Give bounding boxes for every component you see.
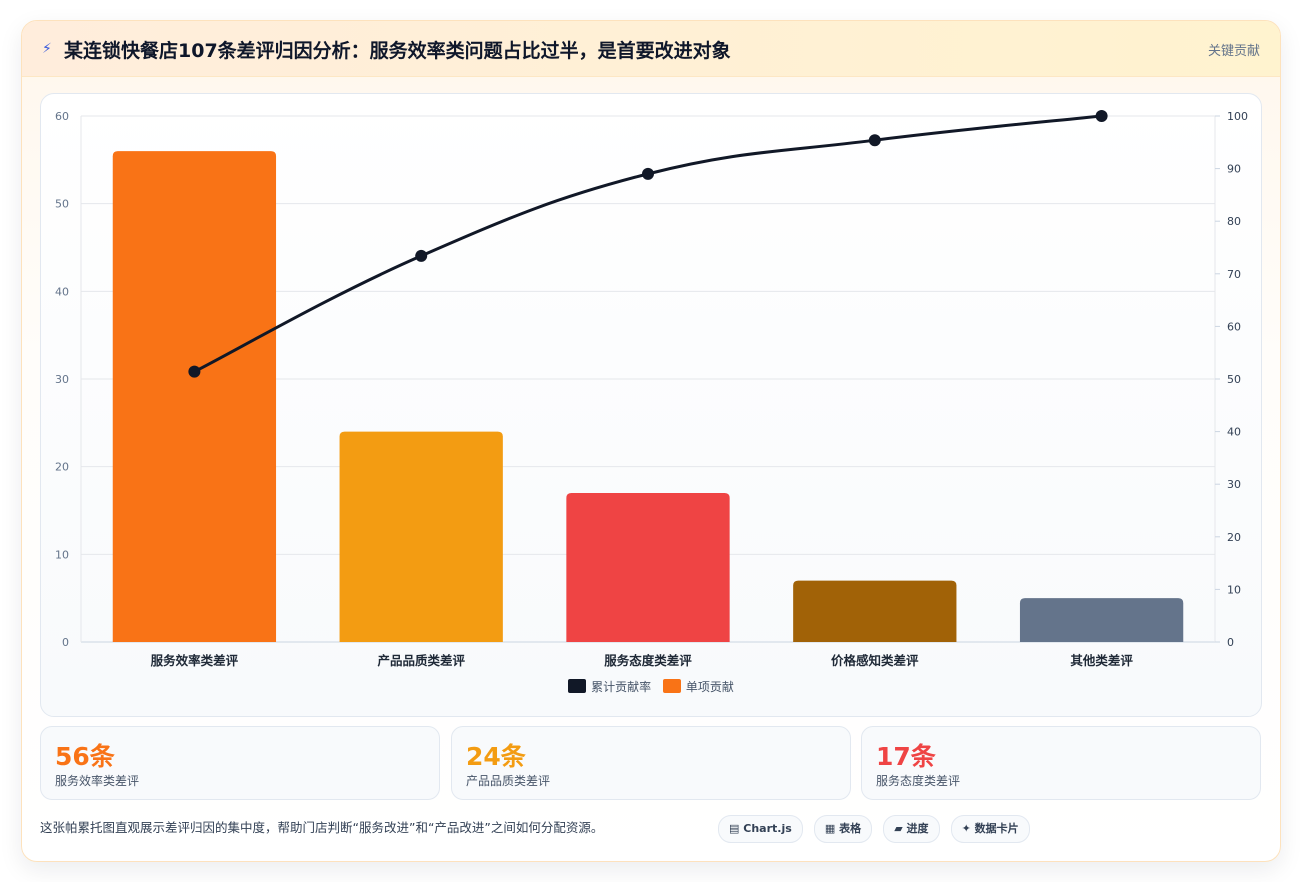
chip-table[interactable]: ▦ 表格 xyxy=(813,815,873,843)
card-header: ⚡ 某连锁快餐店107条差评归因分析：服务效率类问题占比过半，是首要改进对象 关… xyxy=(22,21,1280,77)
stat-card-service-efficiency: 56条 服务效率类差评 xyxy=(40,726,440,800)
stat-label: 产品品质类差评 xyxy=(466,774,551,788)
bar-5 xyxy=(1019,598,1184,642)
legend-item-cumulative[interactable]: 累计贡献率 xyxy=(568,678,651,695)
stat-label: 服务效率类差评 xyxy=(55,774,140,788)
y-left-tick-label: 10 xyxy=(55,548,69,561)
report-card: ⚡ 某连锁快餐店107条差评归因分析：服务效率类问题占比过半，是首要改进对象 关… xyxy=(21,20,1281,862)
feature-chips: ▤ Chart.js ▦ 表格 ▰ 进度 ✦ 数据卡片 xyxy=(718,815,1036,843)
chart-panel: 0 10 20 30 40 50 60 0 10 20 30 40 50 60 70 80 90 100 服务效率类… xyxy=(40,93,1262,717)
y-left-tick-label: 60 xyxy=(55,110,69,123)
footer-note: 这张帕累托图直观展示差评归因的集中度，帮助门店判断“服务改进”和“产品改进”之间… xyxy=(40,820,604,835)
chart-legend: 累计贡献率 单项贡献 xyxy=(41,678,1261,695)
cumulative-line xyxy=(193,114,1102,373)
bar-4 xyxy=(793,580,957,642)
stat-card-product-quality: 24条 产品品质类差评 xyxy=(451,726,851,800)
card-icon: ✦ xyxy=(961,822,971,835)
y-left-tick-label: 50 xyxy=(55,198,69,211)
y-left-tick-label: 20 xyxy=(55,461,69,474)
bar-2 xyxy=(339,431,503,642)
x-tick-label: 价格感知类差评 xyxy=(831,653,919,668)
y-right-tick-label: 90 xyxy=(1227,163,1241,176)
chip-progress[interactable]: ▰ 进度 xyxy=(883,815,940,843)
stat-card-service-attitude: 17条 服务态度类差评 xyxy=(861,726,1261,800)
chip-chartjs[interactable]: ▤ Chart.js xyxy=(718,815,803,843)
stat-value: 17条 xyxy=(876,742,936,771)
chart-icon: ▤ xyxy=(729,822,740,835)
cumulative-point-3 xyxy=(642,167,654,180)
legend-swatch-contribution xyxy=(662,679,681,693)
y-right-tick-label: 0 xyxy=(1227,636,1234,649)
y-right-tick-label: 80 xyxy=(1227,215,1241,228)
y-right-tick-label: 70 xyxy=(1227,268,1241,281)
stat-value: 24条 xyxy=(466,742,526,771)
chip-label: 表格 xyxy=(839,822,862,835)
x-tick-label: 产品品质类差评 xyxy=(377,653,465,668)
y-right-tick-label: 60 xyxy=(1227,320,1241,333)
page-title: 某连锁快餐店107条差评归因分析：服务效率类问题占比过半，是首要改进对象 xyxy=(64,40,731,62)
y-left-tick-label: 40 xyxy=(55,285,69,298)
chip-label: 进度 xyxy=(906,822,929,835)
lightning-icon: ⚡ xyxy=(42,41,52,57)
table-icon: ▦ xyxy=(824,822,836,835)
stat-label: 服务态度类差评 xyxy=(876,774,961,788)
chip-label: 数据卡片 xyxy=(974,822,1019,835)
legend-label-contribution: 单项贡献 xyxy=(685,680,734,694)
y-right-tick-label: 30 xyxy=(1227,478,1241,491)
x-tick-label: 服务效率类差评 xyxy=(151,653,239,668)
chip-data-card[interactable]: ✦ 数据卡片 xyxy=(950,815,1030,843)
legend-label-cumulative: 累计贡献率 xyxy=(591,680,652,694)
y-right-tick-label: 40 xyxy=(1227,426,1241,439)
progress-icon: ▰ xyxy=(894,822,903,835)
chip-label: Chart.js xyxy=(743,822,792,835)
y-right-tick-label: 100 xyxy=(1227,110,1248,123)
y-left-tick-label: 0 xyxy=(62,636,69,649)
cumulative-point-2 xyxy=(415,249,428,262)
bar-3 xyxy=(566,492,730,642)
bar-1 xyxy=(112,151,277,643)
y-right-tick-label: 50 xyxy=(1227,373,1241,386)
y-right-tick-label: 10 xyxy=(1227,583,1241,596)
x-tick-label: 服务态度类差评 xyxy=(604,653,692,668)
x-tick-label: 其他类差评 xyxy=(1070,653,1133,668)
cumulative-point-4 xyxy=(868,134,881,147)
y-right-tick-label: 20 xyxy=(1227,531,1241,544)
legend-item-contribution[interactable]: 单项贡献 xyxy=(662,678,734,695)
stat-value: 56条 xyxy=(55,742,115,771)
cumulative-point-1 xyxy=(188,365,201,378)
y-left-tick-label: 30 xyxy=(55,373,69,386)
header-tag: 关键贡献 xyxy=(1207,44,1260,59)
pareto-chart: 0 10 20 30 40 50 60 0 10 20 30 40 50 60 70 80 90 100 服务效率类… xyxy=(55,110,1248,668)
legend-swatch-cumulative xyxy=(568,679,587,693)
cumulative-point-5 xyxy=(1095,110,1108,122)
